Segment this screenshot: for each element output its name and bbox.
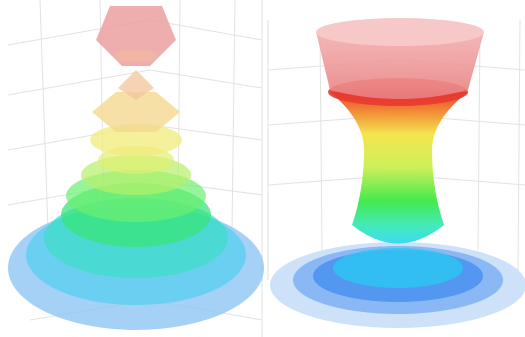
right-surface bbox=[270, 18, 525, 328]
left-surface bbox=[8, 6, 264, 330]
